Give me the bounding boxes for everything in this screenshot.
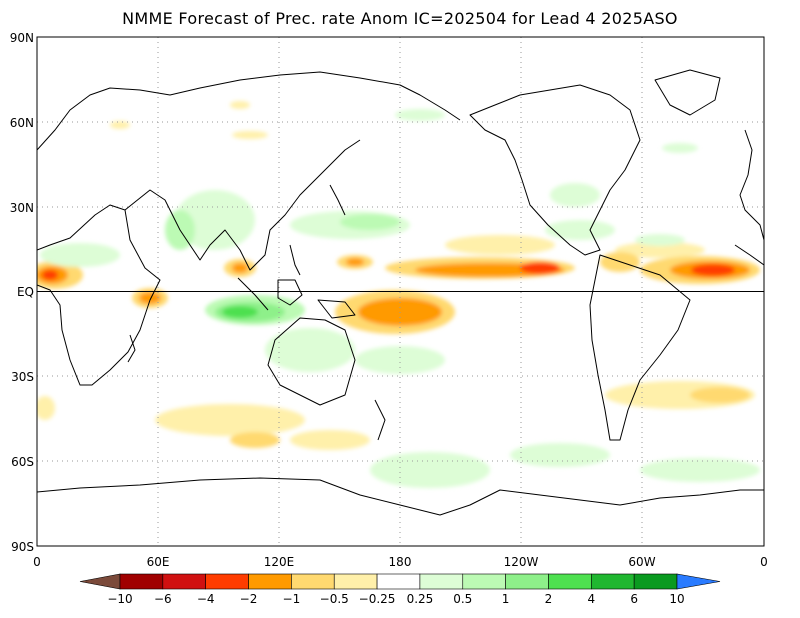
colorbar-level-label: −2 [239,592,258,606]
anomaly-patch [640,458,760,482]
lat-label: 60N [10,116,34,130]
anomaly-patch [355,346,445,374]
lon-label: 0 [760,555,768,569]
colorbar-box [505,573,549,590]
lat-label: 90N [10,31,34,45]
colorbar-level-label: 6 [630,592,638,606]
colorbar-box [591,573,635,590]
lon-label: 60E [147,555,170,569]
anomaly-patch [662,143,698,153]
coastline-japan [329,184,346,216]
lon-label: 60W [628,555,655,569]
colorbar-level-label: 0.25 [406,592,434,606]
anomaly-patch [230,432,280,448]
lat-label: 90S [11,540,34,554]
anomaly-patch [395,109,445,121]
colorbar-box [548,573,592,590]
anomaly-patch [139,292,161,304]
anomaly-patch [635,234,685,246]
anomaly-patch [340,214,400,230]
colorbar-arrow-low [79,573,121,590]
coastline-africa-east-edge [734,244,764,266]
colorbar-box [333,573,378,590]
coastlines [37,69,764,516]
coastline-europe-west [739,129,764,241]
coastline-asia-south [124,139,361,271]
lat-label: 30S [11,370,34,384]
coastline-newzealand [374,399,386,441]
colorbar-level-label: −0.25 [358,592,396,606]
coastline-greenland [654,69,721,116]
colorbar-box [162,573,206,590]
colorbar-level-label: −1 [282,592,301,606]
coastline-borneo [277,279,303,306]
lat-label: 30N [10,201,34,215]
anomaly-patch [290,430,370,450]
anomaly-patch [155,404,305,436]
anomaly-patch [370,452,490,488]
anomaly-patch [232,131,268,139]
map-title: NMME Forecast of Prec. rate Anom IC=2025… [122,9,678,28]
colorbar-level-label: 1 [501,592,510,606]
lat-label: EQ [17,285,34,299]
anomaly-patch [445,235,555,255]
colorbar-arrow-high [676,573,721,590]
coastline-madagascar [127,334,136,363]
colorbar-box [419,573,464,590]
lat-label: 60S [11,455,34,469]
colorbar-box [462,573,506,590]
colorbar-level-label: −0.5 [319,592,349,606]
coastline-sumatra [237,277,269,311]
colorbar-level-label: 10 [669,592,685,606]
colorbar-level-label: 4 [587,592,596,606]
coastline-australia [267,317,356,406]
anomaly-patch [40,243,120,267]
coastline-africa [37,204,161,386]
colorbar-box [291,573,335,590]
anomaly-patch [691,264,735,276]
anomaly-patch [520,262,560,274]
anomaly-patch [230,101,250,109]
map-border [36,36,765,547]
lon-label: 180 [389,555,412,569]
colorbar-box [119,573,164,590]
coastline-south-america [589,254,691,441]
anomaly-patch [42,270,58,280]
anomaly-patch [346,258,364,266]
lon-label: 120E [264,555,295,569]
colorbar-box [376,573,421,590]
anomaly-patch [175,190,255,250]
anomaly-patch [110,121,130,129]
lon-label: 0 [33,555,41,569]
anomaly-patch [265,328,355,372]
coastline-antarctica [37,477,764,516]
colorbar-box [248,573,292,590]
colorbar [79,573,721,590]
anomaly-patch [545,220,615,240]
colorbar-box [205,573,249,590]
latitude-labels: 90N 60N 30N EQ 30S 60S 90S [10,31,34,554]
anomaly-patch [690,387,750,403]
colorbar-level-label: 2 [544,592,553,606]
anomaly-patch [222,306,258,318]
lon-label: 120W [504,555,539,569]
coastline-eurasia [37,71,461,151]
anomaly-patch [615,242,705,258]
longitude-labels: 0 60E 120E 180 120W 60W 0 [33,555,768,569]
anomaly-patch [232,263,248,273]
colorbar-level-label: −10 [107,592,133,606]
coastline-newguinea [317,299,356,319]
colorbar-level-label: −4 [196,592,215,606]
coastline-philippines [289,244,301,276]
colorbar-level-label: −6 [153,592,172,606]
coastline-north-america [469,84,641,256]
anomaly-patch [37,396,55,420]
anomaly-field [37,37,764,546]
colorbar-box [633,573,678,590]
anomaly-patch [510,443,610,467]
colorbar-level-label: 0.5 [453,592,473,606]
anomaly-patch [550,183,600,207]
